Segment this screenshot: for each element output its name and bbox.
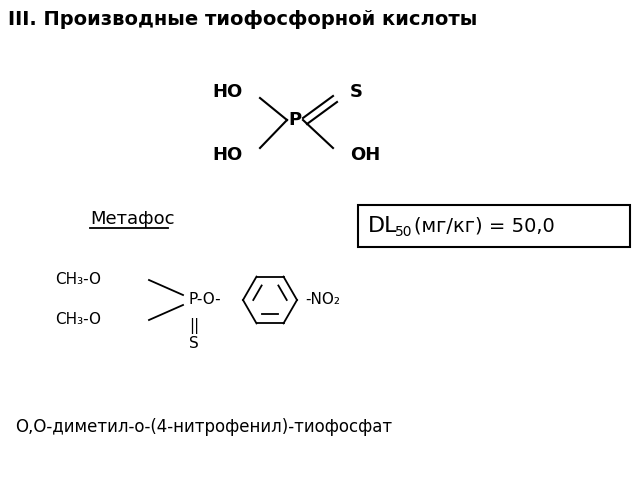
Text: ||: || (189, 318, 199, 334)
Text: О,О-диметил-о-(4-нитрофенил)-тиофосфат: О,О-диметил-о-(4-нитрофенил)-тиофосфат (15, 418, 392, 436)
Text: Метафос: Метафос (90, 210, 175, 228)
Text: OH: OH (350, 146, 380, 164)
Text: HO: HO (212, 146, 243, 164)
Text: 50: 50 (395, 225, 413, 239)
Text: CH₃-O: CH₃-O (55, 273, 101, 288)
Text: (мг/кг) = 50,0: (мг/кг) = 50,0 (414, 216, 555, 236)
Text: P-O-: P-O- (188, 292, 221, 308)
Text: DL: DL (368, 216, 397, 236)
Bar (358, 205, 630, 247)
Text: CH₃-O: CH₃-O (55, 312, 101, 327)
Text: S: S (350, 83, 363, 101)
Text: S: S (189, 336, 199, 351)
Text: HO: HO (212, 83, 243, 101)
Text: III. Производные тиофосфорной кислоты: III. Производные тиофосфорной кислоты (8, 10, 477, 29)
Text: P: P (289, 111, 301, 129)
Text: -NO₂: -NO₂ (305, 292, 340, 308)
